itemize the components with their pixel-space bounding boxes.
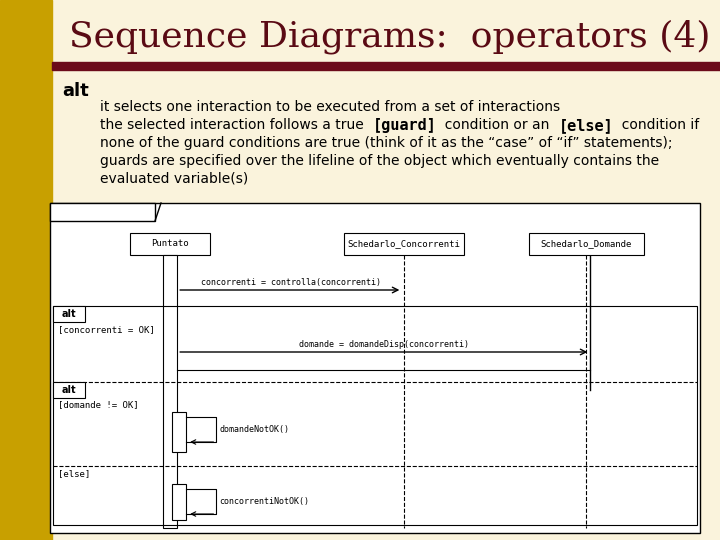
Bar <box>528 233 644 255</box>
Bar <box>52 62 720 70</box>
Text: condition or an: condition or an <box>436 118 559 132</box>
Text: concorrentiNotOK(): concorrentiNotOK() <box>220 497 310 506</box>
Bar <box>53 306 85 322</box>
Text: domande = domandeDisp(concorrenti): domande = domandeDisp(concorrenti) <box>299 340 469 349</box>
Text: guards are specified over the lifeline of the object which eventually contains t: guards are specified over the lifeline o… <box>100 154 659 168</box>
Text: none of the guard conditions are true (think of it as the “case” of “if” stateme: none of the guard conditions are true (t… <box>100 136 672 150</box>
Text: alt: alt <box>62 309 76 319</box>
Text: [domande != OK]: [domande != OK] <box>58 400 139 409</box>
Bar <box>172 412 186 452</box>
Text: sd: Inizia_Puntato: sd: Inizia_Puntato <box>55 206 145 215</box>
Text: Schedarlo_Domande: Schedarlo_Domande <box>541 240 632 248</box>
Text: alt: alt <box>62 82 89 100</box>
Text: Puntato: Puntato <box>151 240 189 248</box>
Text: domandeNotOK(): domandeNotOK() <box>220 425 289 434</box>
Bar <box>50 203 155 221</box>
Text: [else]: [else] <box>559 118 613 133</box>
Bar <box>53 306 697 525</box>
Text: [guard]: [guard] <box>372 118 436 133</box>
Text: Schedarlo_Concorrenti: Schedarlo_Concorrenti <box>348 240 461 248</box>
Bar <box>172 484 186 520</box>
Text: alt: alt <box>62 385 76 395</box>
Text: evaluated variable(s): evaluated variable(s) <box>100 172 248 186</box>
Text: concorrenti = controlla(concorrenti): concorrenti = controlla(concorrenti) <box>201 278 381 287</box>
Text: [concorrenti = OK]: [concorrenti = OK] <box>58 325 155 334</box>
Bar <box>0 0 52 540</box>
Text: the selected interaction follows a true: the selected interaction follows a true <box>100 118 372 132</box>
Text: [else]: [else] <box>58 469 90 478</box>
Text: condition if: condition if <box>613 118 700 132</box>
Bar <box>130 233 210 255</box>
Bar <box>163 255 177 528</box>
Text: it selects one interaction to be executed from a set of interactions: it selects one interaction to be execute… <box>100 100 560 114</box>
Bar <box>53 382 85 398</box>
Bar <box>50 203 700 533</box>
Text: Sequence Diagrams:  operators (4): Sequence Diagrams: operators (4) <box>69 20 711 55</box>
Bar <box>344 233 464 255</box>
